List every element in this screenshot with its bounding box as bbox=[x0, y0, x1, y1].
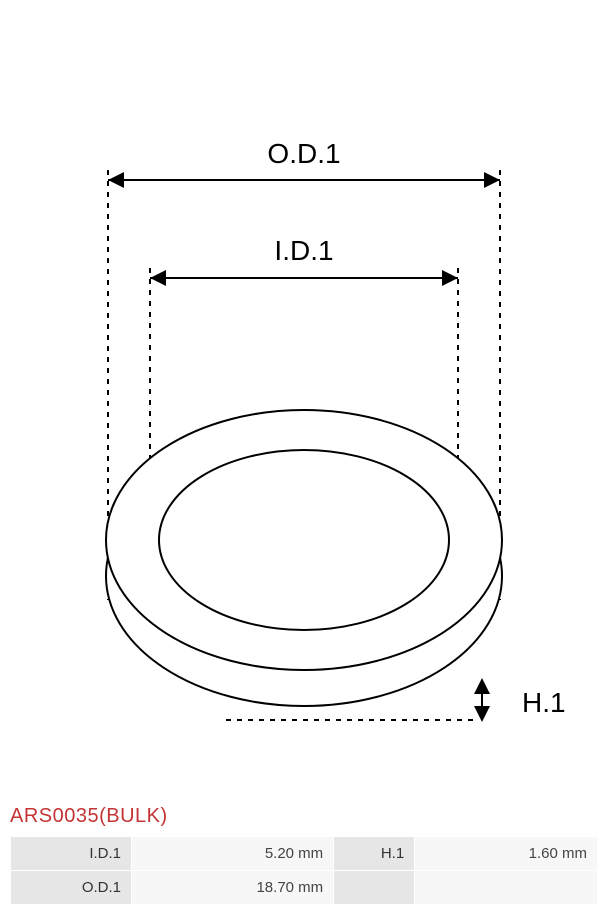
spec-label bbox=[334, 871, 414, 904]
spec-label: I.D.1 bbox=[11, 837, 131, 870]
product-title: ARS0035(BULK) bbox=[0, 805, 608, 828]
h1-arrow-top bbox=[474, 678, 490, 694]
table-row: I.D.1 5.20 mm H.1 1.60 mm bbox=[11, 837, 597, 870]
od1-arrow-right bbox=[484, 172, 500, 188]
od1-label: O.D.1 bbox=[267, 138, 340, 169]
spec-value: 5.20 mm bbox=[132, 837, 333, 870]
spec-label: O.D.1 bbox=[11, 871, 131, 904]
ring-top-inner bbox=[159, 450, 449, 630]
table-row: O.D.1 18.70 mm bbox=[11, 871, 597, 904]
id1-label: I.D.1 bbox=[274, 235, 333, 266]
h1-arrow-bottom bbox=[474, 706, 490, 722]
spec-value: 1.60 mm bbox=[415, 837, 597, 870]
id1-arrow-right bbox=[442, 270, 458, 286]
technical-diagram: O.D.1 I.D.1 H.1 bbox=[0, 30, 608, 800]
spec-table: I.D.1 5.20 mm H.1 1.60 mm O.D.1 18.70 mm bbox=[0, 836, 608, 905]
id1-arrow-left bbox=[150, 270, 166, 286]
spec-label: H.1 bbox=[334, 837, 414, 870]
h1-label: H.1 bbox=[522, 687, 566, 718]
od1-arrow-left bbox=[108, 172, 124, 188]
spec-value bbox=[415, 871, 597, 904]
spec-value: 18.70 mm bbox=[132, 871, 333, 904]
